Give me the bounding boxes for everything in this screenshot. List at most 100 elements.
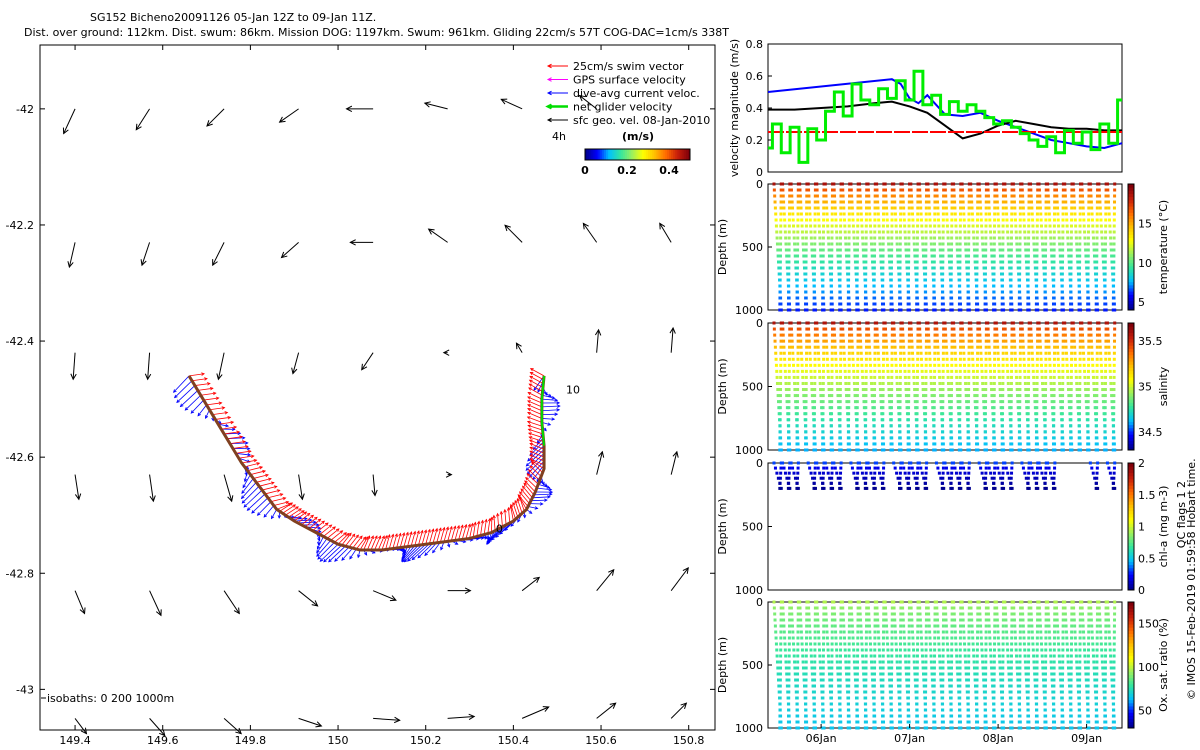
data-point xyxy=(889,424,893,428)
data-point xyxy=(1070,327,1074,331)
data-point xyxy=(860,230,864,234)
dac-vector-head xyxy=(241,436,246,440)
data-point xyxy=(1086,412,1090,416)
colorbar-cell xyxy=(1128,281,1134,286)
data-point xyxy=(1053,333,1057,337)
data-point xyxy=(1054,188,1058,192)
data-point xyxy=(1053,466,1057,470)
data-point xyxy=(1018,394,1022,398)
colorbar-cell xyxy=(1128,354,1134,359)
data-point xyxy=(994,461,998,465)
dac-vector-head xyxy=(316,549,320,554)
data-point xyxy=(1103,278,1107,282)
data-point xyxy=(827,248,831,252)
data-point xyxy=(958,212,962,216)
data-point xyxy=(1101,260,1105,264)
data-point xyxy=(912,236,916,240)
data-point xyxy=(1052,400,1056,404)
data-point xyxy=(1035,394,1039,398)
data-point xyxy=(975,394,979,398)
data-point xyxy=(1014,224,1018,228)
data-point xyxy=(1095,418,1099,422)
data-point xyxy=(856,242,860,246)
data-point xyxy=(955,388,959,392)
data-point xyxy=(1056,351,1060,355)
data-point xyxy=(1098,345,1102,349)
swim-vector-head xyxy=(292,504,297,508)
data-point xyxy=(898,242,902,246)
data-point xyxy=(802,400,806,404)
dac-vector-head xyxy=(424,552,428,557)
swim-vector-head xyxy=(270,481,275,485)
swim-vector-head xyxy=(265,473,269,478)
colorbar-cell xyxy=(1128,466,1134,470)
data-point xyxy=(997,375,1001,379)
data-point xyxy=(1069,381,1073,385)
data-point xyxy=(884,333,888,337)
data-point xyxy=(784,242,788,246)
data-point xyxy=(796,254,800,258)
data-point xyxy=(834,351,838,355)
data-point xyxy=(1104,339,1108,343)
data-point xyxy=(796,218,800,222)
geo-vector xyxy=(596,451,603,475)
data-point xyxy=(1011,321,1015,325)
data-point xyxy=(1053,200,1057,204)
data-point xyxy=(864,248,868,252)
data-point xyxy=(1059,260,1063,264)
data-point xyxy=(838,242,842,246)
colorbar-cell xyxy=(1128,342,1134,346)
data-point xyxy=(787,266,791,270)
data-point xyxy=(1003,327,1007,331)
data-point xyxy=(866,461,870,465)
data-point xyxy=(847,242,851,246)
data-point xyxy=(828,260,832,264)
data-point xyxy=(821,308,825,312)
map-frame xyxy=(39,44,716,731)
data-point xyxy=(976,333,980,337)
data-point xyxy=(1000,418,1004,422)
profile-y-tick-label: 500 xyxy=(742,521,763,534)
data-point xyxy=(995,327,999,331)
data-point xyxy=(906,296,910,300)
data-point xyxy=(813,230,817,234)
data-point xyxy=(924,206,928,210)
data-point xyxy=(933,218,937,222)
colorbar-cell xyxy=(1128,494,1134,499)
data-point xyxy=(970,345,974,349)
data-point xyxy=(924,260,928,264)
data-point xyxy=(813,194,817,198)
data-point xyxy=(941,212,945,216)
dac-vector-head xyxy=(539,502,544,506)
colorbar-label: chl-a (mg m-3) xyxy=(1157,486,1170,568)
data-point xyxy=(993,212,997,216)
data-point xyxy=(1075,381,1079,385)
data-point xyxy=(933,212,937,216)
data-point xyxy=(969,188,973,192)
data-point xyxy=(992,418,996,422)
data-point xyxy=(993,339,997,343)
data-point xyxy=(1078,212,1082,216)
data-point xyxy=(950,242,954,246)
data-point xyxy=(1107,206,1111,210)
data-point xyxy=(869,369,873,373)
data-point xyxy=(778,266,782,270)
data-point xyxy=(1007,400,1011,404)
data-point xyxy=(949,284,953,288)
data-point xyxy=(986,188,990,192)
data-point xyxy=(924,266,928,270)
data-point xyxy=(889,302,893,306)
swim-vector xyxy=(524,480,536,493)
colorbar-cell xyxy=(648,149,651,160)
colorbar-cell xyxy=(1128,564,1134,569)
swim-vector xyxy=(525,477,538,489)
data-point xyxy=(1106,327,1110,331)
data-point xyxy=(941,248,945,252)
data-point xyxy=(793,660,797,664)
data-point xyxy=(864,369,868,373)
data-point xyxy=(899,206,903,210)
colorbar-cell xyxy=(1128,202,1134,207)
data-point xyxy=(798,182,802,186)
data-point xyxy=(984,194,988,198)
data-point xyxy=(778,254,782,258)
